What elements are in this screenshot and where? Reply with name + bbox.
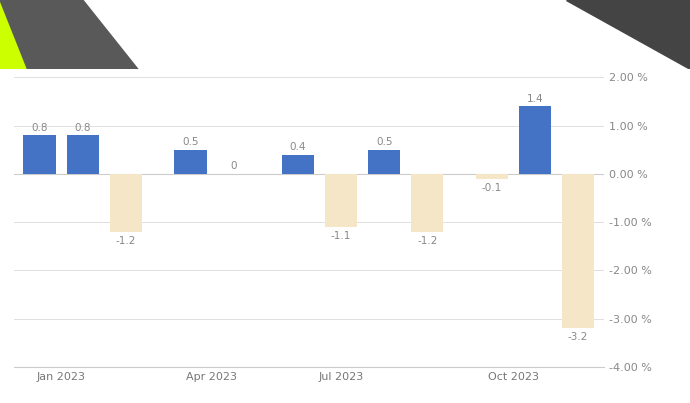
Text: 1.4: 1.4 — [526, 94, 543, 104]
Polygon shape — [0, 0, 138, 69]
Text: 0.5: 0.5 — [182, 137, 199, 147]
Text: -0.1: -0.1 — [482, 183, 502, 193]
Bar — [66, 135, 99, 174]
Text: 0.8: 0.8 — [31, 123, 48, 133]
Text: 0.5: 0.5 — [376, 137, 393, 147]
Text: 0.8: 0.8 — [75, 123, 91, 133]
Bar — [23, 135, 56, 174]
Bar — [282, 154, 314, 174]
Text: 0: 0 — [230, 162, 237, 171]
Polygon shape — [0, 0, 138, 69]
Polygon shape — [566, 0, 690, 69]
Text: -3.2: -3.2 — [568, 332, 588, 342]
Bar — [562, 174, 594, 328]
Bar — [411, 174, 444, 232]
Bar — [519, 106, 551, 174]
Bar — [325, 174, 357, 227]
Text: -1.1: -1.1 — [331, 231, 351, 241]
Bar — [475, 174, 508, 179]
Text: -1.2: -1.2 — [417, 236, 437, 245]
Text: 0.4: 0.4 — [290, 142, 306, 152]
Bar — [110, 174, 142, 232]
Bar — [174, 150, 206, 174]
Bar — [368, 150, 400, 174]
Text: -1.2: -1.2 — [115, 236, 136, 245]
